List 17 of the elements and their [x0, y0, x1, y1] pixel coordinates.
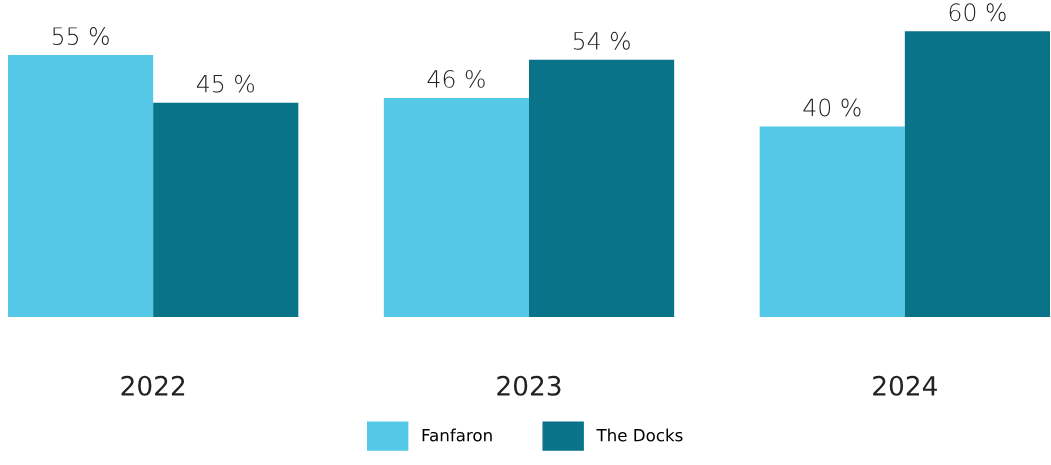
data-label: 54 % [573, 31, 630, 50]
bar [153, 102, 299, 317]
x-tick-label: 2024 [873, 375, 937, 396]
legend-label: The Docks [596, 428, 683, 442]
data-label: 60 % [949, 3, 1006, 22]
data-label: 55 % [52, 27, 109, 45]
bar [383, 97, 529, 317]
data-label: 45 % [196, 74, 254, 93]
bar [529, 59, 675, 317]
bar [8, 55, 154, 317]
data-label: 40 % [803, 98, 861, 117]
x-tick-label: 2023 [497, 375, 561, 396]
data-label: 46 % [427, 69, 485, 88]
bar [904, 31, 1050, 317]
x-tick-label: 2022 [121, 375, 185, 396]
bar [759, 126, 905, 317]
legend-label: Fanfaron [422, 428, 492, 442]
